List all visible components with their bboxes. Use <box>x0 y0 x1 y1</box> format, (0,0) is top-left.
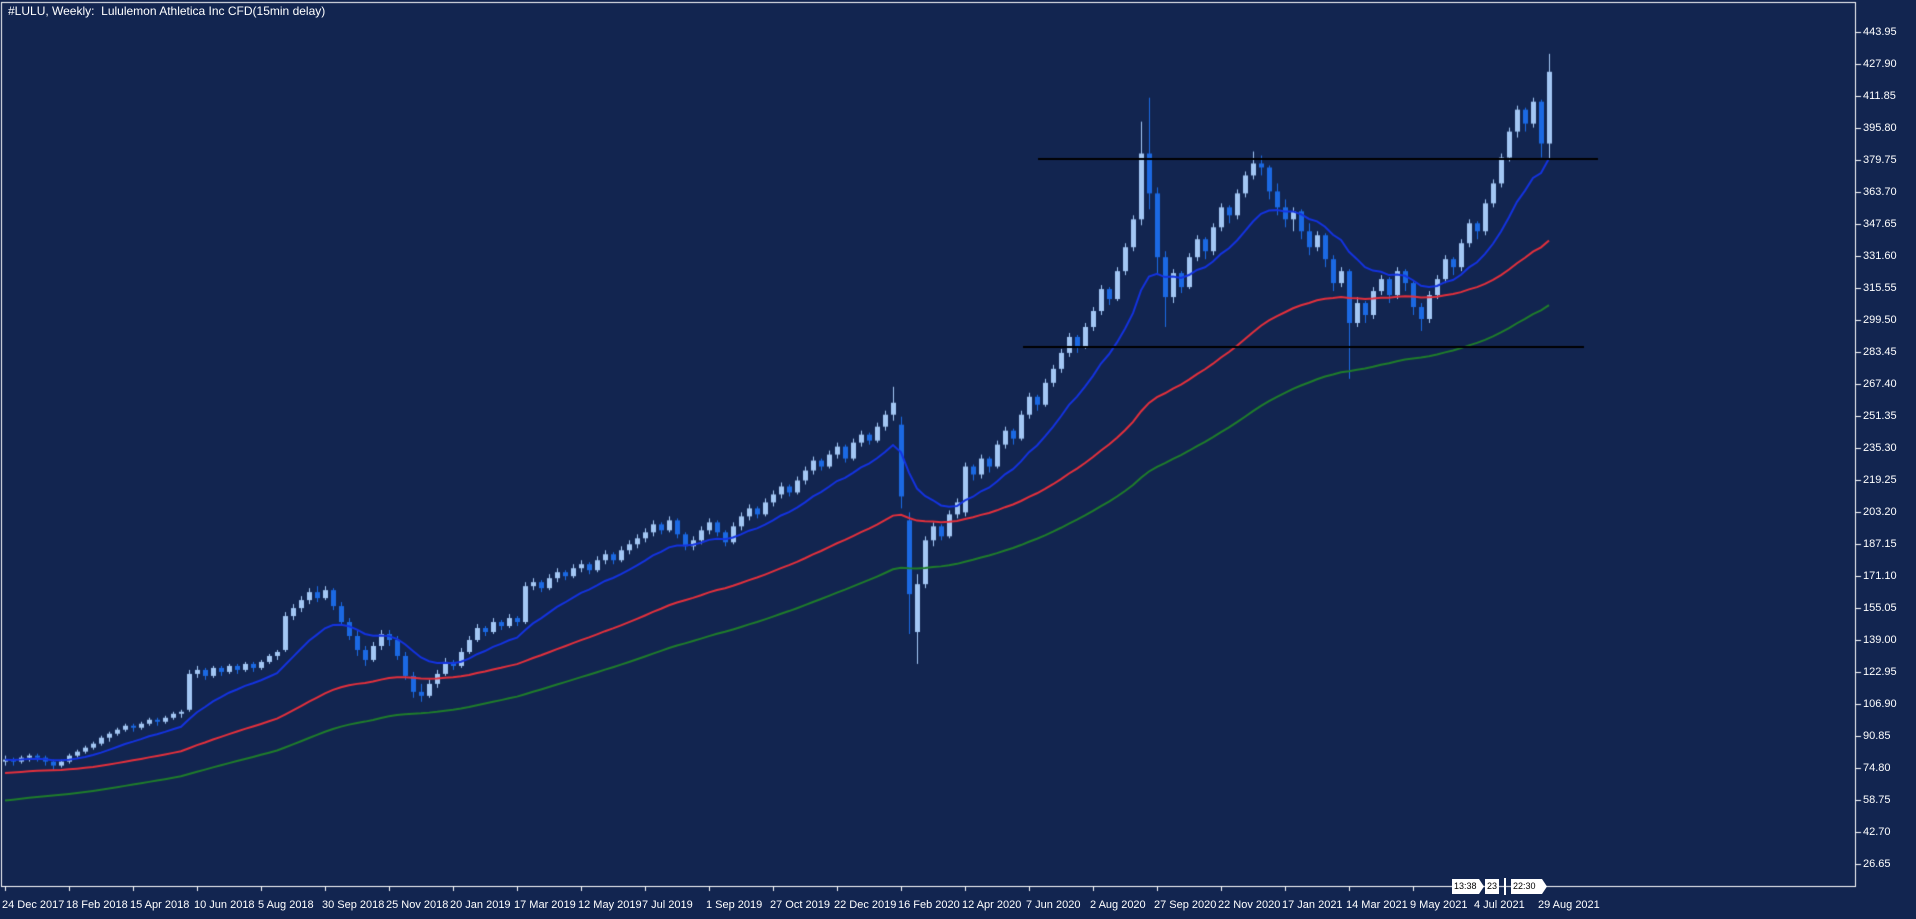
price-axis-label: 42.70 <box>1863 825 1891 838</box>
time-axis-label: 14 Mar 2021 <box>1346 899 1408 911</box>
time-axis-label: 17 Mar 2019 <box>514 899 576 911</box>
price-axis-label: 379.75 <box>1863 153 1897 166</box>
price-axis-label: 427.90 <box>1863 57 1897 70</box>
price-axis-label: 122.95 <box>1863 665 1897 678</box>
price-axis-label: 267.40 <box>1863 377 1897 390</box>
time-axis-label: 24 Dec 2017 <box>2 899 65 911</box>
time-axis-label: 27 Sep 2020 <box>1154 899 1217 911</box>
price-axis-label: 283.45 <box>1863 345 1897 358</box>
time-axis-label: 4 Jul 2021 <box>1474 899 1525 911</box>
price-axis-label: 331.60 <box>1863 249 1897 262</box>
price-axis-label: 58.75 <box>1863 793 1891 806</box>
price-axis-label: 90.85 <box>1863 729 1891 742</box>
price-axis-label: 299.50 <box>1863 313 1897 326</box>
time-axis-label: 5 Aug 2018 <box>258 899 314 911</box>
price-axis-label: 171.10 <box>1863 569 1897 582</box>
price-axis-label: 74.80 <box>1863 761 1891 774</box>
time-axis-label: 18 Feb 2018 <box>66 899 128 911</box>
price-axis-label: 203.20 <box>1863 505 1897 518</box>
time-axis-label: 29 Aug 2021 <box>1538 899 1600 911</box>
time-axis-label: 25 Nov 2018 <box>386 899 449 911</box>
price-axis-label: 219.25 <box>1863 473 1897 486</box>
price-axis-label: 26.65 <box>1863 857 1891 870</box>
time-flag[interactable]: 13:38 <box>1452 879 1484 894</box>
time-axis-label: 7 Jun 2020 <box>1026 899 1081 911</box>
price-axis-label: 251.35 <box>1863 409 1897 422</box>
time-flag-separator[interactable] <box>1504 878 1506 895</box>
time-axis-label: 20 Jan 2019 <box>450 899 511 911</box>
price-axis-label: 315.55 <box>1863 281 1897 294</box>
chart-symbol-title: #LULU, Weekly: Lululemon Athletica Inc C… <box>8 4 326 18</box>
time-flag[interactable]: 22:30 <box>1511 879 1547 894</box>
time-axis-label: 22 Dec 2019 <box>834 899 897 911</box>
time-axis-label: 27 Oct 2019 <box>770 899 830 911</box>
time-flag[interactable]: 23 <box>1485 879 1499 894</box>
price-axis-label: 363.70 <box>1863 185 1897 198</box>
price-axis-label: 443.95 <box>1863 26 1897 38</box>
time-axis-label: 12 Apr 2020 <box>962 899 1022 911</box>
price-axis-label: 395.80 <box>1863 121 1897 134</box>
time-axis-label: 9 May 2021 <box>1410 899 1468 911</box>
time-axis-label: 16 Feb 2020 <box>898 899 960 911</box>
price-axis-label: 155.05 <box>1863 601 1897 614</box>
price-axis-label: 347.65 <box>1863 217 1897 230</box>
time-axis-label: 12 May 2019 <box>578 899 642 911</box>
time-axis-label: 1 Sep 2019 <box>706 899 763 911</box>
time-axis-label: 17 Jan 2021 <box>1282 899 1343 911</box>
price-axis-label: 411.85 <box>1863 89 1896 102</box>
price-axis-label: 187.15 <box>1863 537 1897 550</box>
time-axis-label: 15 Apr 2018 <box>130 899 190 911</box>
time-axis-label: 10 Jun 2018 <box>194 899 255 911</box>
price-axis-label: 235.30 <box>1863 441 1897 454</box>
price-axis-label: 139.00 <box>1863 633 1897 646</box>
time-axis-label: 2 Aug 2020 <box>1090 899 1146 911</box>
time-axis-label: 22 Nov 2020 <box>1218 899 1281 911</box>
time-axis-label: 30 Sep 2018 <box>322 899 385 911</box>
price-axis-label: 106.90 <box>1863 697 1897 710</box>
time-axis-label: 7 Jul 2019 <box>642 899 693 911</box>
